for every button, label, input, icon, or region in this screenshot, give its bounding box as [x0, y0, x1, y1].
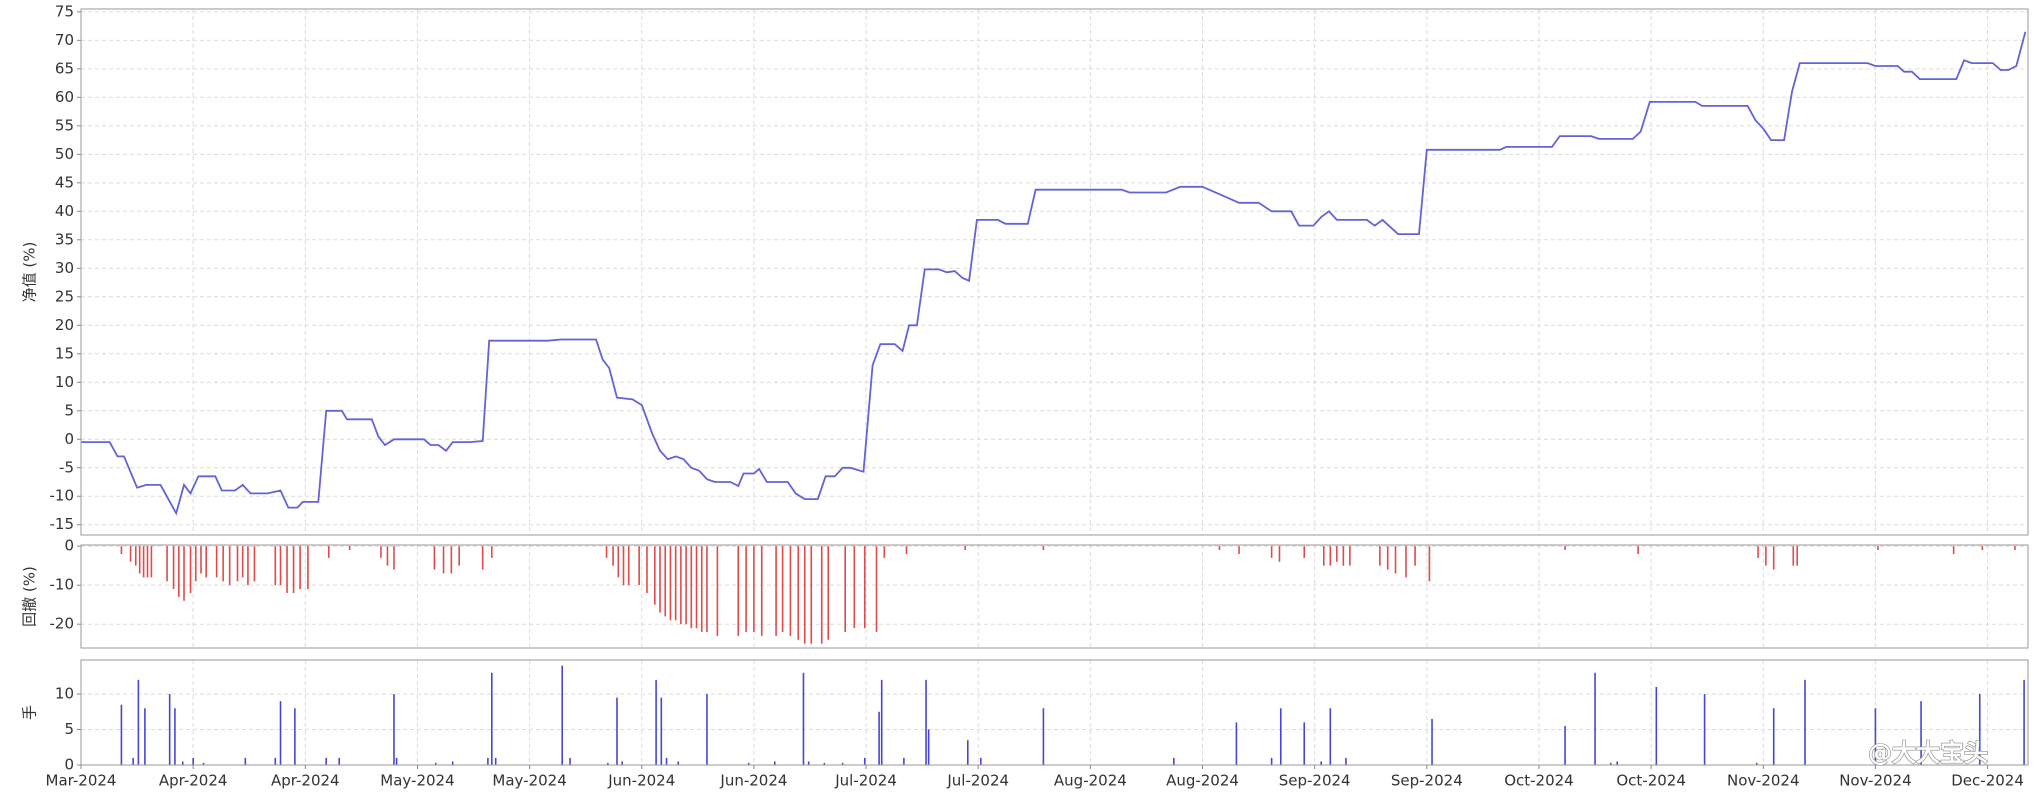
- y-tick-label: -5: [59, 458, 74, 476]
- panel-frame: [80, 544, 2029, 649]
- x-tick-label: Mar-2024: [46, 772, 117, 790]
- y-axis-title: 净值 (%): [21, 242, 39, 303]
- panel-frame: [80, 8, 2029, 536]
- x-tick-label: Oct-2024: [1616, 772, 1686, 790]
- y-tick-label: 75: [55, 2, 74, 20]
- x-tick-label: Apr-2024: [271, 772, 340, 790]
- x-tick-label: May-2024: [380, 772, 454, 790]
- y-tick-label: 50: [55, 145, 74, 163]
- y-tick-label: -10: [50, 487, 75, 505]
- y-tick-label: 40: [55, 202, 74, 220]
- y-tick-label: 35: [55, 230, 74, 248]
- y-tick-label: 5: [64, 401, 74, 419]
- x-tick-label: Aug-2024: [1054, 772, 1127, 790]
- y-tick-label: -15: [50, 515, 75, 533]
- x-tick-label: Jun-2024: [719, 772, 787, 790]
- y-tick-label: 0: [64, 430, 74, 448]
- watermark: @大大宝头: [1868, 739, 1988, 767]
- y-tick-label: 10: [55, 373, 74, 391]
- y-tick-label: 0: [64, 756, 74, 774]
- y-tick-label: -10: [50, 576, 75, 594]
- x-tick-label: Dec-2024: [1951, 772, 2024, 790]
- y-tick-label: 25: [55, 287, 74, 305]
- y-tick-label: 70: [55, 31, 74, 49]
- x-tick-label: Nov-2024: [1839, 772, 1911, 790]
- x-tick-label: Jul-2024: [946, 772, 1009, 790]
- y-tick-label: 20: [55, 316, 74, 334]
- y-tick-label: 0: [64, 537, 74, 555]
- x-tick-label: Jul-2024: [834, 772, 897, 790]
- y-axis-title: 回撤 (%): [21, 566, 39, 627]
- x-tick-label: Sep-2024: [1279, 772, 1351, 790]
- x-tick-label: Sep-2024: [1391, 772, 1463, 790]
- x-tick-label: Aug-2024: [1166, 772, 1239, 790]
- line: [81, 31, 2027, 516]
- x-tick-label: Apr-2024: [159, 772, 228, 790]
- y-axis-title: 手: [21, 705, 39, 720]
- y-tick-label: 60: [55, 88, 74, 106]
- x-tick-label: May-2024: [492, 772, 566, 790]
- y-tick-label: 65: [55, 59, 74, 77]
- x-tick-label: Nov-2024: [1727, 772, 1799, 790]
- y-tick-label: 45: [55, 173, 74, 191]
- y-tick-label: 15: [55, 344, 74, 362]
- y-tick-label: 5: [64, 720, 74, 738]
- y-tick-label: 55: [55, 116, 74, 134]
- y-tick-label: 10: [55, 685, 74, 703]
- y-tick-label: 30: [55, 259, 74, 277]
- panel-frame: [80, 659, 2029, 766]
- x-tick-label: Oct-2024: [1504, 772, 1574, 790]
- y-tick-label: -20: [50, 615, 75, 633]
- x-tick-label: Jun-2024: [607, 772, 675, 790]
